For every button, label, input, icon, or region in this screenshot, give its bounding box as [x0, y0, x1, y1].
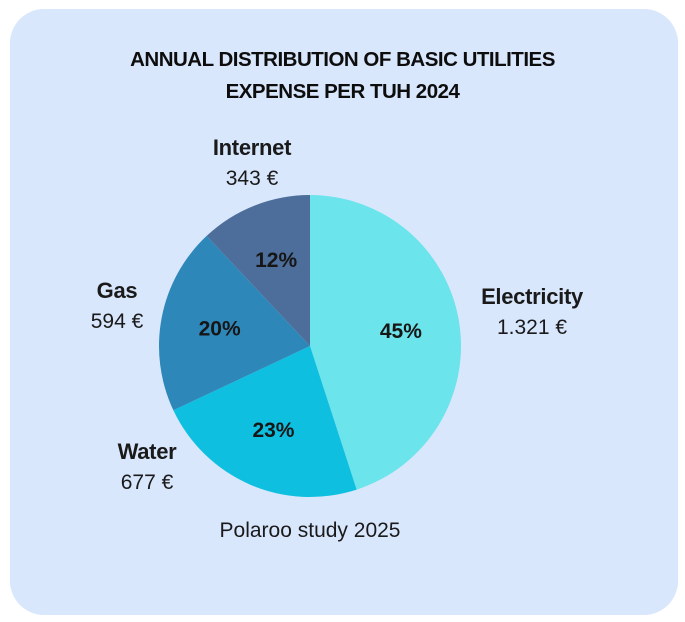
chart-title: ANNUAL DISTRIBUTION OF BASIC UTILITIES — [130, 48, 555, 71]
pie-percent-label-electricity: 45% — [380, 320, 422, 343]
chart-title-line-2: EXPENSE PER TUH 2024 — [225, 80, 460, 103]
label-water: Water 677 € — [92, 439, 202, 495]
slice-name-water: Water — [117, 439, 177, 464]
chart-source-note: Polaroo study 2025 — [219, 519, 401, 542]
slice-name-electricity: Electricity — [481, 284, 583, 309]
slice-value-water: 677 € — [120, 471, 174, 494]
pie-slice-water — [173, 346, 357, 497]
slice-value-electricity: 1.321 € — [496, 316, 568, 339]
slice-name-internet: Internet — [212, 135, 292, 160]
label-gas: Gas 594 € — [67, 278, 167, 334]
slice-value-internet: 343 € — [225, 167, 279, 190]
pie-slice-gas — [159, 235, 310, 411]
pie-slice-internet — [206, 195, 310, 346]
label-electricity: Electricity 1.321 € — [472, 284, 592, 340]
slice-name-gas: Gas — [96, 278, 138, 303]
pie-percent-label-water: 23% — [252, 419, 294, 442]
pie-percent-label-gas: 20% — [199, 317, 241, 340]
label-internet: Internet 343 € — [192, 135, 312, 191]
slice-value-gas: 594 € — [90, 310, 144, 333]
pie-percent-label-internet: 12% — [255, 249, 297, 272]
pie-slice-electricity — [310, 195, 461, 490]
